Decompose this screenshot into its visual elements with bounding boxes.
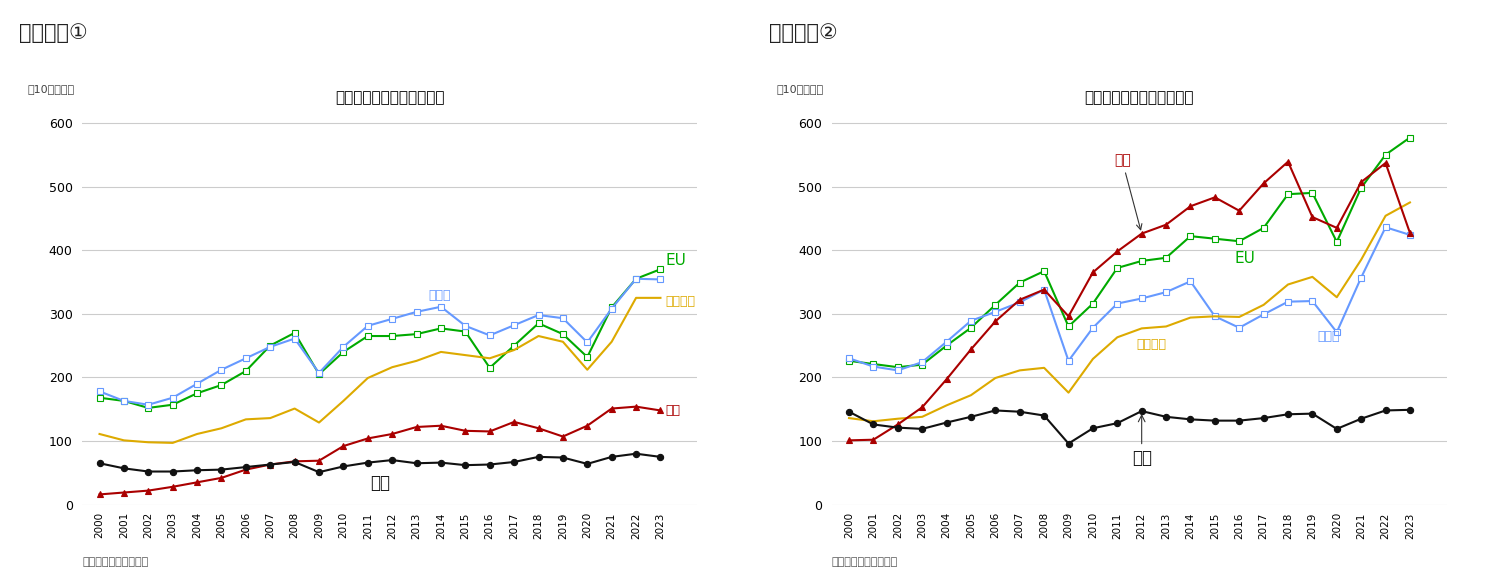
Text: 図表５－①: 図表５－① [19, 23, 88, 43]
Text: メキシコ: メキシコ [666, 295, 696, 307]
Text: EU: EU [1234, 251, 1255, 266]
Text: （10億ドル）: （10億ドル） [27, 85, 75, 95]
Title: 米国の地域別輸出額の推移: 米国の地域別輸出額の推移 [334, 90, 445, 105]
Text: 中国: 中国 [666, 404, 681, 417]
Text: カナダ: カナダ [1318, 329, 1340, 343]
Text: EU: EU [666, 253, 687, 268]
Text: （資料）米センリス局: （資料）米センリス局 [82, 557, 148, 567]
Text: 中国: 中国 [1114, 154, 1142, 230]
Text: 図表５－②: 図表５－② [769, 23, 838, 43]
Text: （10億ドル）: （10億ドル） [776, 85, 824, 95]
Text: 日本: 日本 [1132, 415, 1151, 467]
Title: 米国の地域別輸入額の推移: 米国の地域別輸入額の推移 [1084, 90, 1195, 105]
Text: 日本: 日本 [370, 474, 390, 492]
Text: メキシコ: メキシコ [1136, 338, 1166, 351]
Text: カナダ: カナダ [429, 289, 451, 302]
Text: （資料）米センリス局: （資料）米センリス局 [832, 557, 898, 567]
